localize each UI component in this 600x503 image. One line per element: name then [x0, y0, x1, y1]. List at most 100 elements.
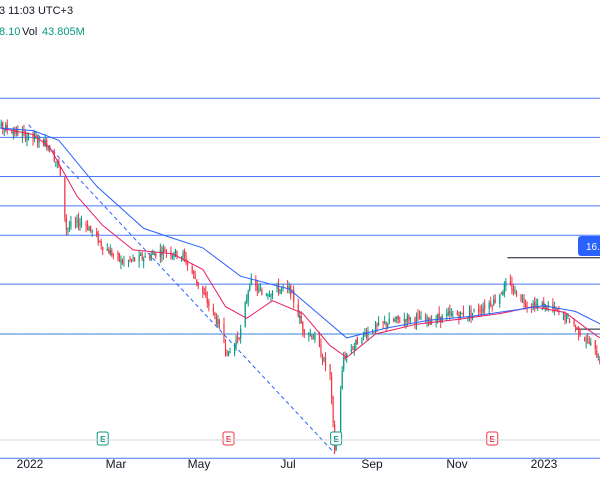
time-axis-tick-label: Nov: [446, 457, 467, 471]
candle-body: [387, 324, 389, 328]
header-volume-value: 43.805M: [42, 26, 85, 38]
candle-body: [503, 284, 505, 294]
candle-body: [471, 312, 474, 315]
candle-body: [512, 288, 515, 292]
candle-body: [494, 300, 496, 302]
candle-body: [193, 271, 195, 274]
candle-body: [44, 139, 46, 147]
candle-body: [329, 364, 331, 376]
candle-body: [90, 225, 92, 231]
candle-body: [470, 308, 472, 317]
candle-body: [524, 302, 527, 307]
time-axis-tick-label: 2022: [17, 457, 44, 471]
candle-body: [74, 222, 77, 223]
candle-body: [240, 328, 242, 339]
candle-body: [271, 290, 274, 296]
candle-body: [280, 288, 283, 289]
candle-body: [429, 321, 431, 326]
candle-body: [420, 315, 422, 320]
candle-body: [537, 303, 539, 305]
time-axis-tick-label: May: [188, 457, 211, 471]
candle-body: [405, 319, 407, 323]
candle-body: [350, 349, 352, 352]
candle-body: [180, 256, 183, 259]
earnings-marker-frame: [486, 431, 499, 446]
candle-body: [534, 302, 536, 309]
candle-body: [509, 281, 512, 285]
candle-body: [182, 252, 184, 258]
candle-body: [3, 129, 5, 131]
candle-body: [288, 287, 290, 289]
candle-body: [64, 177, 66, 218]
earnings-e-icon[interactable]: E: [222, 431, 235, 446]
candle-body: [86, 224, 89, 230]
candle-body: [249, 285, 251, 290]
candle-body: [355, 339, 357, 345]
candle-body: [515, 291, 518, 297]
candle-body: [382, 321, 384, 324]
candle-body: [38, 137, 40, 143]
candle-body: [511, 283, 513, 292]
candle-body: [268, 295, 271, 296]
candle-body: [308, 334, 310, 336]
candle-body: [452, 314, 454, 316]
candle-body: [437, 315, 439, 320]
candle-body: [159, 250, 161, 258]
time-axis-tick-label: Mar: [106, 457, 127, 471]
candle-body: [226, 349, 228, 356]
candle-body: [584, 337, 586, 341]
candle-body: [265, 294, 268, 296]
candle-body: [574, 326, 577, 329]
candle-body: [417, 314, 419, 316]
downtrend-line[interactable]: [28, 124, 335, 454]
candle-body: [555, 308, 557, 311]
price-tag-label: 16.: [586, 242, 600, 253]
candle-body: [514, 289, 516, 291]
price-tag[interactable]: 16.: [578, 236, 600, 256]
candle-body: [309, 334, 311, 335]
earnings-e-icon[interactable]: E: [330, 431, 343, 446]
candle-body: [397, 315, 399, 320]
candle-body: [393, 319, 395, 322]
candle-body: [202, 285, 204, 293]
candle-body: [532, 303, 534, 306]
candle-body: [132, 258, 134, 259]
candle-body: [46, 139, 48, 148]
candle-body: [212, 307, 214, 312]
candle-body: [56, 161, 58, 163]
candle-body: [573, 320, 575, 326]
candle-body: [302, 322, 304, 332]
candle-body: [324, 357, 327, 367]
candle-body: [123, 261, 125, 262]
candle-body: [330, 376, 333, 398]
candle-body: [468, 310, 471, 318]
candle-body: [130, 259, 133, 261]
candle-body: [23, 130, 25, 132]
candle-body: [143, 259, 145, 262]
candle-body: [238, 337, 240, 339]
candle-body: [344, 357, 346, 359]
candle-body: [384, 321, 386, 323]
candle-body: [361, 340, 363, 344]
candle-body: [224, 344, 227, 351]
candle-body: [109, 250, 111, 256]
candle-body: [96, 231, 98, 235]
time-axis-tick-label: 2023: [531, 457, 558, 471]
candle-body: [170, 251, 172, 255]
candle-body: [77, 219, 80, 227]
candle-body: [120, 259, 122, 263]
earnings-e-icon[interactable]: E: [96, 431, 109, 446]
candle-body: [70, 222, 72, 228]
candle-body: [247, 291, 249, 301]
candle-body: [403, 319, 405, 322]
moving-average-slow: [0, 127, 600, 339]
candle-body: [218, 320, 221, 324]
candle-body: [461, 313, 463, 315]
candle-body: [323, 357, 325, 362]
candle-body: [556, 309, 558, 311]
candle-body: [414, 318, 416, 324]
header-timestamp: 3 11:03 UTC+3: [0, 5, 73, 17]
price-tag-background: [578, 236, 600, 256]
earnings-e-icon[interactable]: E: [486, 431, 499, 446]
